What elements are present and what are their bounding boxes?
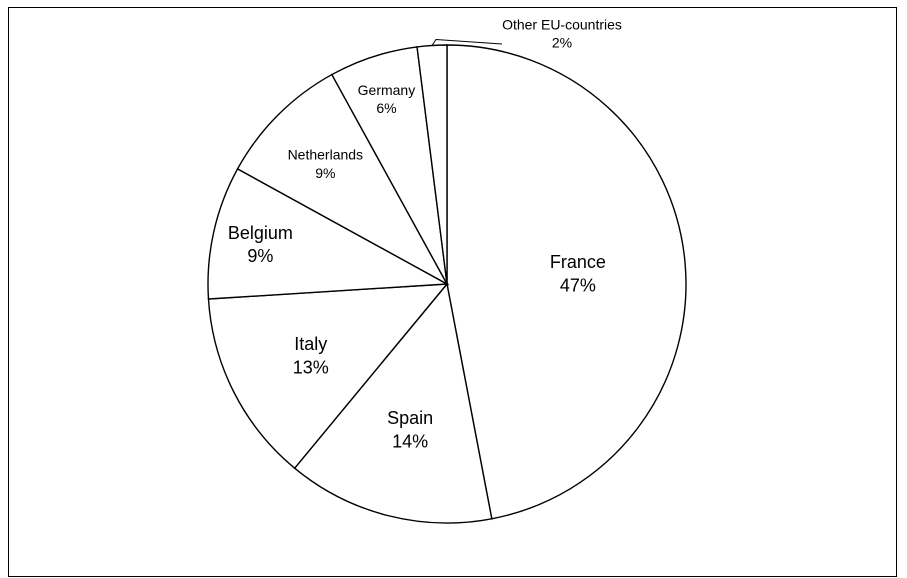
slice-label-belgium: Belgium xyxy=(228,223,293,243)
pie-slice-france xyxy=(446,44,687,520)
slice-value-netherlands: 9% xyxy=(315,165,335,181)
chart-frame: France 47% Spain 14% Italy 13% Belgium 9% Nether… xyxy=(8,7,897,577)
pie-chart: France 47% Spain 14% Italy 13% Belgium 9% Nether… xyxy=(207,16,687,524)
slice-labels: France 47% Spain 14% Italy 13% Belgium 9% Nether… xyxy=(228,16,622,451)
slice-label-germany: Germany xyxy=(358,82,416,98)
slice-label-italy: Italy xyxy=(294,334,327,354)
slice-value-germany: 6% xyxy=(376,100,396,116)
slice-label-france: France xyxy=(550,252,606,272)
slice-value-spain: 14% xyxy=(392,431,428,451)
leader-lines xyxy=(431,38,503,46)
pie-slices xyxy=(207,44,687,524)
slice-label-spain: Spain xyxy=(387,408,433,428)
pie-slice-spain xyxy=(293,282,493,524)
slice-value-belgium: 9% xyxy=(247,246,273,266)
slice-value-other-eu-countries: 2% xyxy=(552,34,572,50)
slice-label-netherlands: Netherlands xyxy=(288,147,364,163)
leader-line-other-eu-countries xyxy=(431,38,503,46)
pie-slice-other-eu-countries xyxy=(416,44,448,285)
pie-slice-netherlands xyxy=(236,73,449,286)
pie-slice-belgium xyxy=(207,167,450,300)
pie-slice-italy xyxy=(207,283,449,470)
slice-value-italy: 13% xyxy=(293,357,329,377)
slice-value-france: 47% xyxy=(560,276,596,296)
slice-label-other-eu-countries: Other EU-countries xyxy=(502,16,622,32)
